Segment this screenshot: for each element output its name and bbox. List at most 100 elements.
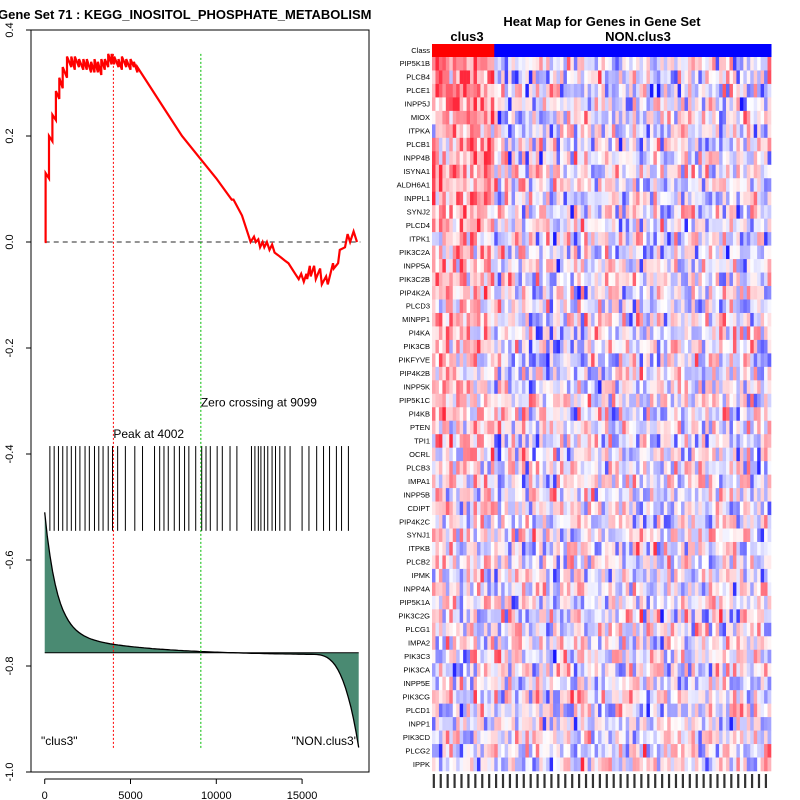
heatmap-cell bbox=[504, 676, 509, 691]
heatmap-cell bbox=[587, 488, 592, 502]
heatmap-cell bbox=[701, 609, 706, 624]
heatmap-cell bbox=[674, 70, 678, 85]
heatmap-cell bbox=[587, 124, 592, 139]
heatmap-cell bbox=[670, 609, 675, 624]
gene-label: TPI1 bbox=[414, 436, 430, 445]
heatmap-cell bbox=[535, 164, 540, 179]
heatmap-cell bbox=[674, 312, 678, 327]
heatmap-cell bbox=[553, 178, 557, 193]
heatmap-cell bbox=[532, 380, 537, 395]
heatmap-cell bbox=[594, 582, 599, 597]
heatmap-cell bbox=[719, 97, 723, 112]
heatmap-cell bbox=[539, 622, 543, 637]
gene-label: PIK3CG bbox=[402, 692, 430, 701]
heatmap-cell bbox=[532, 83, 537, 98]
heatmap-cell bbox=[518, 461, 523, 475]
heatmap-cell bbox=[559, 299, 564, 314]
heatmap-cell bbox=[546, 339, 550, 354]
heatmap-cell bbox=[757, 488, 761, 502]
heatmap-cell bbox=[515, 582, 519, 597]
heatmap-cell bbox=[618, 703, 623, 718]
heatmap-cell bbox=[466, 568, 471, 583]
heatmap-cell bbox=[604, 407, 609, 422]
heatmap-cell bbox=[660, 434, 665, 448]
heatmap-cell bbox=[480, 515, 485, 529]
heatmap-cell bbox=[487, 353, 492, 368]
heatmap-cell bbox=[674, 232, 678, 246]
heatmap-cell bbox=[584, 137, 588, 152]
heatmap-cell bbox=[497, 151, 502, 166]
heatmap-cell bbox=[570, 609, 575, 624]
heatmap-cell bbox=[625, 97, 630, 112]
heatmap-cell bbox=[632, 703, 637, 718]
heatmap-cell bbox=[459, 299, 464, 314]
heatmap-cell bbox=[570, 474, 575, 489]
heatmap-cell bbox=[691, 555, 696, 570]
heatmap-cell bbox=[525, 703, 530, 718]
heatmap-cell bbox=[639, 474, 644, 489]
heatmap-cell bbox=[521, 568, 526, 583]
heatmap-cell bbox=[432, 205, 436, 219]
heatmap-cell bbox=[521, 407, 526, 422]
heatmap-cell bbox=[615, 474, 620, 489]
heatmap-cell bbox=[546, 582, 550, 597]
heatmap-cell bbox=[515, 259, 519, 273]
heatmap-cell bbox=[594, 137, 599, 152]
heatmap-cell bbox=[494, 366, 499, 381]
heatmap-cell bbox=[508, 353, 512, 368]
heatmap-cell bbox=[566, 636, 571, 651]
heatmap-cell bbox=[608, 447, 613, 462]
heatmap-cell bbox=[726, 393, 730, 408]
heatmap-cell bbox=[566, 191, 571, 206]
heatmap-cell bbox=[449, 541, 454, 556]
heatmap-cell bbox=[549, 461, 554, 475]
heatmap-cell bbox=[643, 353, 647, 368]
heatmap-cell bbox=[674, 649, 678, 664]
x-tick-label: 0 bbox=[42, 790, 48, 800]
heatmap-cell bbox=[521, 595, 526, 610]
heatmap-cell bbox=[719, 555, 723, 570]
heatmap-cell bbox=[515, 690, 519, 704]
heatmap-cell bbox=[750, 164, 754, 179]
heatmap-cell bbox=[753, 407, 758, 422]
heatmap-cell bbox=[715, 528, 720, 543]
heatmap-cell bbox=[636, 515, 640, 529]
gene-label: IPMK bbox=[412, 571, 430, 580]
heatmap-cell bbox=[691, 703, 696, 718]
heatmap-cell bbox=[604, 488, 609, 502]
heatmap-cell bbox=[646, 434, 651, 448]
heatmap-cell bbox=[743, 191, 748, 206]
heatmap-cell bbox=[753, 339, 758, 354]
heatmap-cell bbox=[483, 164, 488, 179]
heatmap-cell bbox=[604, 676, 609, 691]
heatmap-cell bbox=[463, 272, 467, 287]
heatmap-cell bbox=[525, 447, 530, 462]
heatmap-cell bbox=[546, 393, 550, 408]
heatmap-cell bbox=[691, 407, 696, 422]
heatmap-cell bbox=[525, 568, 530, 583]
heatmap-cell bbox=[653, 528, 658, 543]
heatmap-cell bbox=[563, 218, 568, 233]
heatmap-cell bbox=[587, 595, 592, 610]
heatmap-cell bbox=[750, 259, 754, 273]
heatmap-cell bbox=[497, 582, 502, 597]
heatmap-cell bbox=[518, 70, 523, 85]
heatmap-cell bbox=[708, 609, 713, 624]
heatmap-cell bbox=[632, 515, 637, 529]
heatmap-cell bbox=[452, 461, 457, 475]
heatmap-cell bbox=[542, 622, 547, 637]
heatmap-cell bbox=[684, 622, 689, 637]
heatmap-cell bbox=[684, 232, 689, 246]
heatmap-cell bbox=[743, 609, 748, 624]
heatmap-cell bbox=[632, 690, 637, 704]
heatmap-cell bbox=[452, 703, 457, 718]
heatmap-cell bbox=[636, 380, 640, 395]
heatmap-cell bbox=[757, 703, 761, 718]
heatmap-cell bbox=[466, 124, 471, 139]
heatmap-cell bbox=[449, 178, 454, 193]
heatmap-cell bbox=[753, 420, 758, 435]
heatmap-cell bbox=[708, 582, 713, 597]
heatmap-cell bbox=[632, 57, 637, 71]
heatmap-cell bbox=[532, 393, 537, 408]
heatmap-cell bbox=[712, 407, 716, 422]
